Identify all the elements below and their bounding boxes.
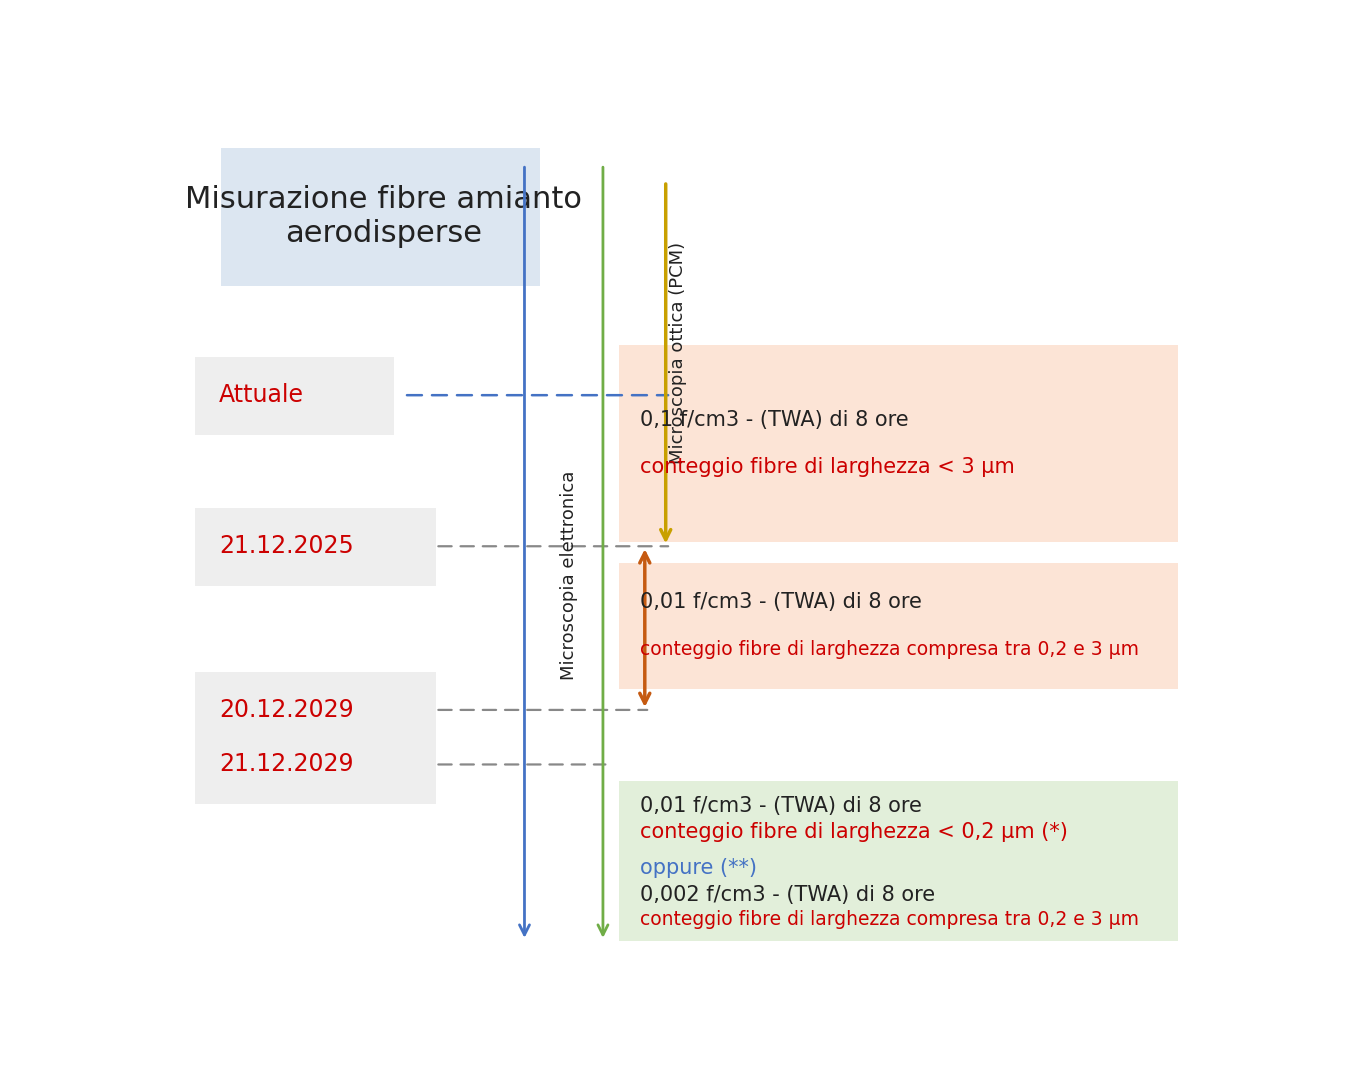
Text: conteggio fibre di larghezza < 3 μm: conteggio fibre di larghezza < 3 μm xyxy=(640,457,1014,477)
Text: Microscopia elettronica: Microscopia elettronica xyxy=(560,471,578,680)
Text: Microscopia ottica (PCM): Microscopia ottica (PCM) xyxy=(670,242,687,464)
FancyBboxPatch shape xyxy=(194,673,436,749)
Text: 0,01 f/cm3 - (TWA) di 8 ore: 0,01 f/cm3 - (TWA) di 8 ore xyxy=(640,797,922,816)
Text: conteggio fibre di larghezza compresa tra 0,2 e 3 μm: conteggio fibre di larghezza compresa tr… xyxy=(640,910,1138,930)
FancyBboxPatch shape xyxy=(618,782,1179,941)
Text: 0,002 f/cm3 - (TWA) di 8 ore: 0,002 f/cm3 - (TWA) di 8 ore xyxy=(640,885,934,905)
Text: Misurazione fibre amianto
aerodisperse: Misurazione fibre amianto aerodisperse xyxy=(185,185,582,247)
Text: 21.12.2025: 21.12.2025 xyxy=(219,534,354,558)
FancyBboxPatch shape xyxy=(194,727,436,804)
Text: 20.12.2029: 20.12.2029 xyxy=(219,698,354,722)
Text: 21.12.2029: 21.12.2029 xyxy=(219,752,354,776)
Text: conteggio fibre di larghezza compresa tra 0,2 e 3 μm: conteggio fibre di larghezza compresa tr… xyxy=(640,640,1138,659)
FancyBboxPatch shape xyxy=(194,508,436,585)
Text: 0,01 f/cm3 - (TWA) di 8 ore: 0,01 f/cm3 - (TWA) di 8 ore xyxy=(640,593,922,613)
FancyBboxPatch shape xyxy=(618,344,1179,542)
FancyBboxPatch shape xyxy=(221,147,540,286)
FancyBboxPatch shape xyxy=(194,358,394,435)
FancyBboxPatch shape xyxy=(618,564,1179,689)
Text: conteggio fibre di larghezza < 0,2 μm (*): conteggio fibre di larghezza < 0,2 μm (*… xyxy=(640,823,1068,843)
Text: 0,1 f/cm3 - (TWA) di 8 ore: 0,1 f/cm3 - (TWA) di 8 ore xyxy=(640,410,909,429)
Text: Attuale: Attuale xyxy=(219,384,304,408)
Text: oppure (**): oppure (**) xyxy=(640,858,756,877)
